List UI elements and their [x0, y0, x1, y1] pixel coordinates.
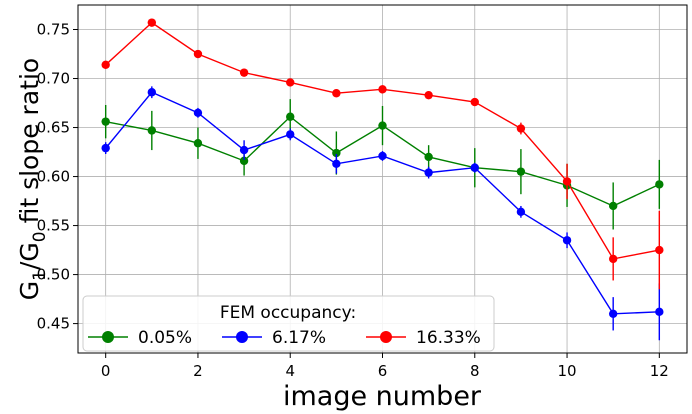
x-tick-label: 12	[650, 362, 669, 380]
legend-title: FEM occupancy:	[220, 303, 356, 323]
legend-marker	[380, 331, 392, 343]
legend: FEM occupancy: 0.05% 6.17% 16.33%	[82, 295, 495, 352]
data-point	[332, 89, 341, 98]
data-point	[378, 85, 387, 94]
data-point	[655, 245, 664, 255]
data-point	[332, 159, 341, 169]
y-tick-label: 0.55	[37, 217, 70, 235]
y-tick-label: 0.70	[37, 70, 70, 88]
x-tick-label: 0	[101, 362, 111, 380]
x-tick-label: 4	[285, 362, 295, 380]
legend-marker	[236, 331, 248, 343]
y-tick-label: 0.65	[37, 119, 70, 137]
legend-label: 0.05%	[138, 328, 192, 348]
data-point	[239, 156, 249, 166]
data-point	[286, 112, 295, 121]
data-point	[424, 168, 433, 177]
legend-marker	[102, 331, 114, 343]
ticks: 0 2 4 6 8 10 12 0.45 0.50 0.55 0.60 0.65 0.70 0.75	[37, 21, 669, 380]
data-point	[193, 49, 203, 59]
data-point	[147, 88, 157, 97]
data-point	[193, 108, 203, 118]
data-point	[516, 207, 526, 217]
data-point	[562, 177, 572, 186]
x-tick-label: 8	[470, 362, 480, 380]
legend-label: 6.17%	[272, 328, 326, 348]
data-point	[608, 254, 618, 264]
data-point	[101, 117, 110, 126]
data-point	[286, 130, 295, 139]
data-point	[562, 236, 572, 245]
data-point	[239, 68, 249, 77]
data-point	[516, 124, 526, 133]
data-point	[193, 139, 203, 148]
data-point	[147, 18, 157, 27]
data-point	[101, 143, 110, 153]
series-3	[101, 18, 664, 290]
data-point	[470, 163, 479, 172]
legend-label: 16.33%	[416, 328, 481, 348]
legend-entry-3: 16.33%	[366, 328, 481, 348]
x-tick-label: 10	[557, 362, 576, 380]
data-point	[608, 201, 618, 211]
data-point	[516, 167, 526, 176]
x-tick-label: 6	[378, 362, 388, 380]
data-point	[101, 60, 110, 69]
y-tick-label: 0.50	[37, 266, 70, 284]
data-point	[608, 309, 618, 318]
data-point	[332, 148, 341, 158]
data-point	[378, 121, 387, 130]
y-tick-label: 0.75	[37, 21, 70, 39]
y-tick-label: 0.45	[37, 315, 70, 333]
x-axis-label: image number	[283, 381, 482, 412]
data-point	[147, 126, 157, 135]
data-point	[655, 180, 664, 189]
data-point	[470, 97, 479, 107]
data-point	[424, 90, 433, 100]
y-tick-label: 0.60	[37, 168, 70, 186]
data-point	[424, 152, 433, 162]
series-2	[101, 86, 664, 341]
series-layer	[101, 18, 664, 341]
data-point	[655, 307, 664, 317]
legend-entry-2: 6.17%	[222, 328, 326, 348]
legend-entry-1: 0.05%	[88, 328, 192, 348]
y-axis-label: G1/G0 fit slope ratio	[15, 58, 50, 300]
data-point	[378, 151, 387, 161]
data-point	[286, 78, 295, 87]
data-point	[239, 145, 249, 155]
x-tick-label: 2	[193, 362, 203, 380]
legend-entries: 0.05% 6.17% 16.33%	[88, 328, 481, 348]
